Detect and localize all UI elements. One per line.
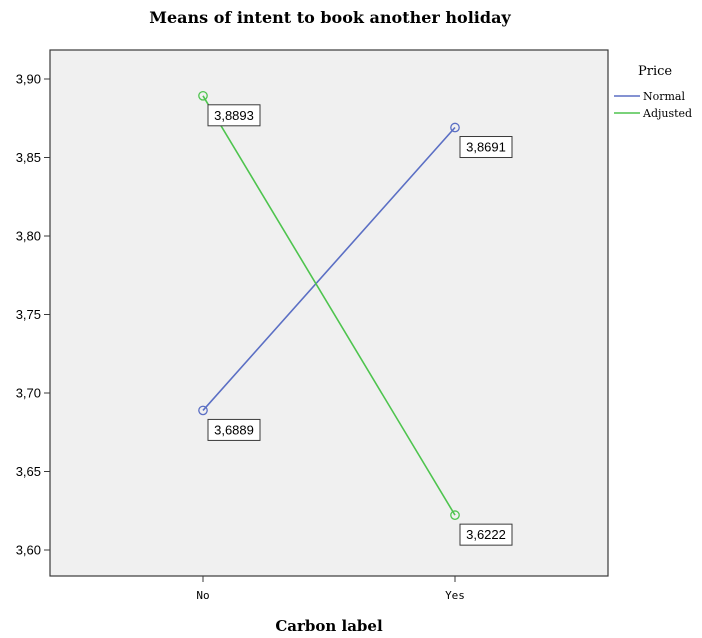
plot-area <box>50 50 608 576</box>
data-label-text: 3,8893 <box>214 108 254 123</box>
legend-title: Price <box>638 64 672 79</box>
y-axis: 3,60 3,65 3,70 3,75 3,80 3,85 3,90 <box>16 72 50 558</box>
legend-item-adjusted: Adjusted <box>614 107 692 120</box>
y-tick-label: 3,90 <box>16 72 41 87</box>
data-label: 3,8691 <box>460 137 512 158</box>
legend-label: Normal <box>643 90 685 103</box>
y-tick-label: 3,70 <box>16 386 41 401</box>
chart-title: Means of intent to book another holiday <box>149 8 511 27</box>
y-tick-label: 3,75 <box>16 307 41 322</box>
x-axis-title: Carbon label <box>275 617 383 635</box>
x-tick-label: No <box>196 589 209 602</box>
x-axis: No Yes <box>196 576 465 602</box>
legend-item-normal: Normal <box>614 90 685 103</box>
legend-items: Normal Adjusted <box>614 90 692 120</box>
data-label: 3,6222 <box>460 524 512 545</box>
data-label-text: 3,8691 <box>466 140 506 155</box>
legend-label: Adjusted <box>642 107 692 120</box>
x-tick-label: Yes <box>445 589 465 602</box>
data-label-text: 3,6889 <box>214 422 254 437</box>
data-label: 3,8893 <box>208 105 260 126</box>
y-tick-label: 3,85 <box>16 150 41 165</box>
y-tick-label: 3,65 <box>16 464 41 479</box>
y-tick-label: 3,80 <box>16 229 41 244</box>
data-label-text: 3,6222 <box>466 527 506 542</box>
legend: Price Normal Adjusted <box>614 64 692 120</box>
y-tick-label: 3,60 <box>16 543 41 558</box>
data-label: 3,6889 <box>208 419 260 440</box>
